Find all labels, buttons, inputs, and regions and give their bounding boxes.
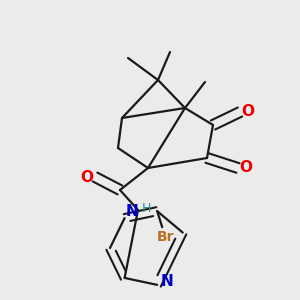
Text: O: O: [80, 169, 94, 184]
Text: Br: Br: [156, 230, 174, 244]
Text: O: O: [239, 160, 253, 175]
Text: O: O: [242, 104, 254, 119]
Text: N: N: [161, 274, 174, 290]
Text: N: N: [126, 205, 138, 220]
Text: H: H: [141, 202, 151, 215]
